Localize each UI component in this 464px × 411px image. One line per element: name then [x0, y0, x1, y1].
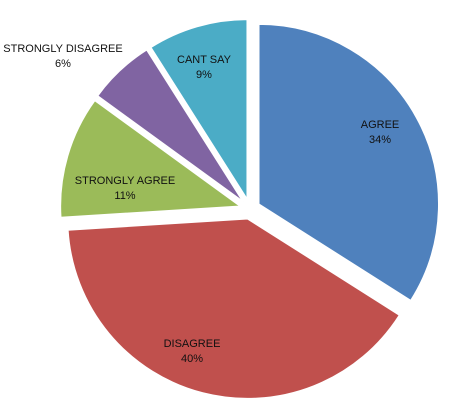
pie-slice-strongly-agree	[59, 99, 243, 219]
pie-slice-disagree	[67, 217, 401, 400]
pie-labels: AGREE 34% DISAGREE 40% STRONGLY AGREE 11% STRO…	[3, 43, 399, 365]
slice-label-cant-say: CANT SAY	[177, 54, 232, 66]
slice-label-strongly-disagree: STRONGLY DISAGREE	[3, 43, 122, 55]
slice-percent-disagree: 40%	[181, 353, 203, 365]
slice-label-agree: AGREE	[361, 119, 400, 131]
slice-percent-strongly-agree: 11%	[114, 190, 135, 202]
slice-percent-strongly-disagree: 6%	[55, 58, 71, 70]
pie-slices	[59, 18, 440, 400]
pie-slice-strongly-disagree	[96, 48, 244, 203]
slice-label-disagree: DISAGREE	[164, 338, 221, 350]
pie-slice-agree	[258, 23, 440, 302]
pie-slice-cant-say	[149, 18, 248, 202]
slice-percent-agree: 34%	[369, 134, 391, 146]
slice-label-strongly-agree: STRONGLY AGREE	[75, 175, 175, 187]
slice-percent-cant-say: 9%	[196, 69, 212, 81]
